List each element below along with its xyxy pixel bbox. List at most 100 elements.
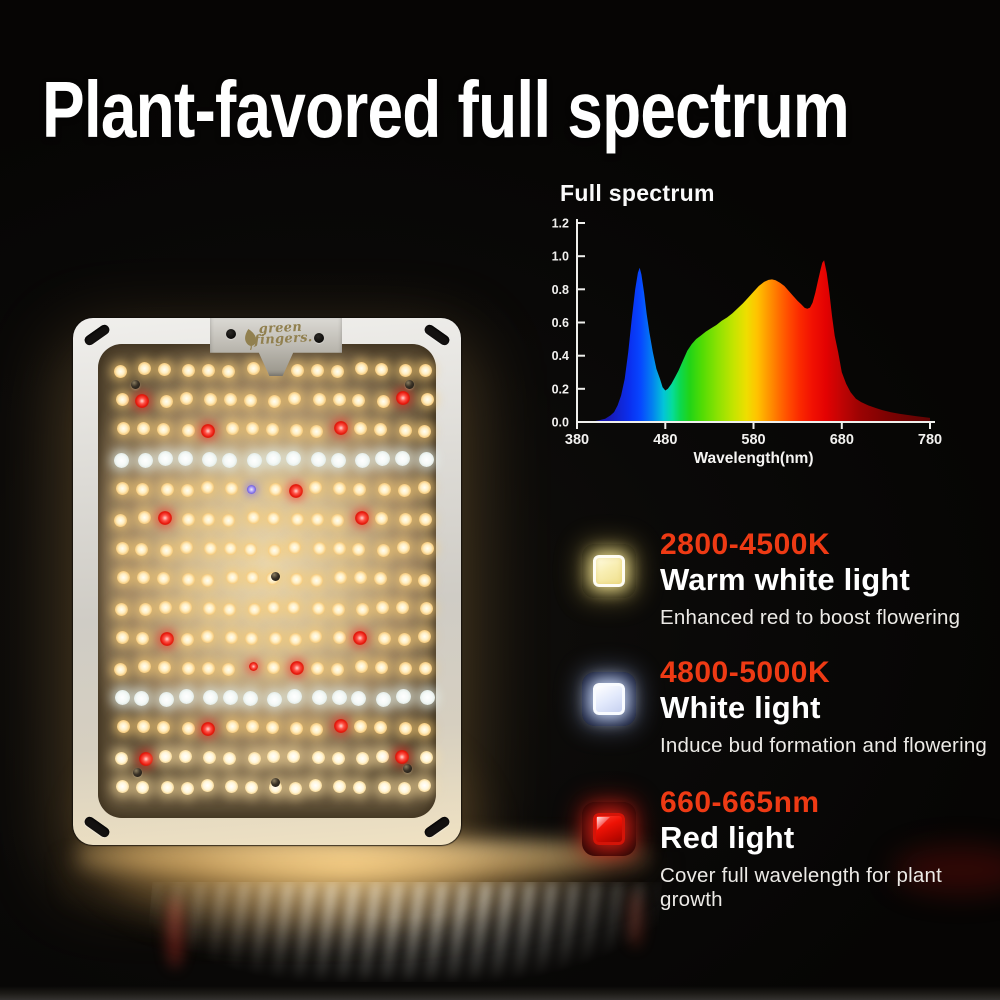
cool-led xyxy=(203,689,219,705)
cool-led xyxy=(222,452,238,468)
warm-led xyxy=(246,511,260,525)
y-tick-label: 1.2 xyxy=(552,217,569,231)
red-led xyxy=(288,483,303,498)
warm-led xyxy=(160,483,174,497)
cool-led xyxy=(158,691,174,707)
cool-led xyxy=(287,688,303,704)
grow-light-panel: green fingers. xyxy=(73,318,461,845)
y-tick-label: 0.4 xyxy=(552,349,569,363)
blue-led xyxy=(246,484,256,494)
warm-led xyxy=(135,543,149,556)
warm-led xyxy=(158,600,172,614)
warm-led xyxy=(377,632,391,646)
warm-led xyxy=(203,601,217,615)
floor-edge xyxy=(0,986,1000,1000)
warm-led xyxy=(204,541,218,555)
red-led xyxy=(352,631,367,646)
warm-led xyxy=(399,363,413,377)
red-reflection-streak xyxy=(628,890,643,948)
warm-led xyxy=(246,362,260,376)
warm-led xyxy=(116,482,130,495)
screw-hole xyxy=(226,329,236,339)
x-tick-label: 580 xyxy=(741,432,765,448)
cool-led xyxy=(331,690,347,706)
cool-led xyxy=(311,689,327,705)
warm-led xyxy=(398,423,412,437)
warm-led xyxy=(116,631,130,644)
cool-led xyxy=(310,451,326,467)
warm-led xyxy=(310,513,324,527)
warm-led xyxy=(374,572,388,586)
warm-led xyxy=(222,662,236,676)
cool-led xyxy=(394,451,410,467)
hot-led xyxy=(136,780,150,794)
warm-led xyxy=(417,630,431,644)
hot-led xyxy=(223,751,237,765)
warm-led xyxy=(290,363,304,377)
warm-led xyxy=(137,422,151,436)
led-chip xyxy=(593,683,625,715)
warm-led xyxy=(290,572,303,586)
warm-led xyxy=(312,541,326,555)
warm-led xyxy=(204,392,218,406)
x-tick-label: 780 xyxy=(918,432,942,448)
warm-led xyxy=(182,661,196,675)
cool-led xyxy=(178,688,194,704)
warm-led xyxy=(289,633,303,647)
feature-range: 2800-4500K xyxy=(660,528,831,561)
warm-led xyxy=(352,543,366,556)
warm-led xyxy=(137,720,151,734)
warm-led xyxy=(138,511,152,525)
pcb-screw xyxy=(403,764,412,773)
hot-led xyxy=(244,780,258,794)
warm-led xyxy=(268,394,282,408)
warm-led xyxy=(225,421,239,435)
feature-name: Red light xyxy=(660,820,795,855)
warm-led xyxy=(421,392,435,406)
cool-led xyxy=(246,453,262,469)
cool-led xyxy=(355,453,370,469)
warm-led xyxy=(331,602,345,616)
red-led xyxy=(396,391,411,406)
warm-led xyxy=(399,661,413,675)
red-reflection-streak xyxy=(166,896,184,968)
x-axis-label: Wavelength(nm) xyxy=(694,450,814,467)
cool-led xyxy=(202,451,218,467)
warm-led xyxy=(113,662,127,676)
cool-led xyxy=(223,690,238,706)
feature-range: 660-665nm xyxy=(660,786,820,819)
warm-led xyxy=(309,424,323,438)
red-led xyxy=(138,751,153,766)
hot-led xyxy=(377,781,391,795)
warm-led xyxy=(179,540,193,554)
warm-led xyxy=(418,722,432,736)
leaf-icon xyxy=(245,328,257,351)
x-tick-label: 480 xyxy=(653,432,677,448)
chart-title: Full spectrum xyxy=(560,180,715,206)
warm-led xyxy=(179,391,193,405)
warm-led xyxy=(117,421,131,435)
warm-led xyxy=(137,571,151,585)
warm-led xyxy=(330,513,344,527)
feature-red-light: 660-665nm Red light Cover full wavelengt… xyxy=(580,786,1000,912)
warm-led xyxy=(200,481,214,495)
hot-led xyxy=(224,780,238,793)
warm-led xyxy=(244,631,258,645)
warm-led xyxy=(290,423,303,437)
red-glow-smudge xyxy=(893,846,1000,894)
warm-led xyxy=(396,540,410,554)
warm-led xyxy=(310,364,324,378)
warm-led xyxy=(269,483,283,497)
brand-name-line2: fingers. xyxy=(253,330,313,349)
hot-led xyxy=(116,780,130,793)
warm-led xyxy=(158,660,171,674)
feature-description: Enhanced red to boost flowering xyxy=(660,606,961,629)
spectrum-chart: 0.0 0.2 0.4 0.6 0.8 1.0 1.2 380 480 580 680 780 Wave… xyxy=(548,178,993,478)
warm-led xyxy=(117,719,131,733)
warm-led xyxy=(245,422,259,436)
warm-led xyxy=(309,630,322,644)
warm-led-chip-icon xyxy=(582,544,636,598)
red-led-chip-icon xyxy=(582,802,636,856)
cool-led xyxy=(420,689,436,705)
led-chip xyxy=(593,555,625,587)
